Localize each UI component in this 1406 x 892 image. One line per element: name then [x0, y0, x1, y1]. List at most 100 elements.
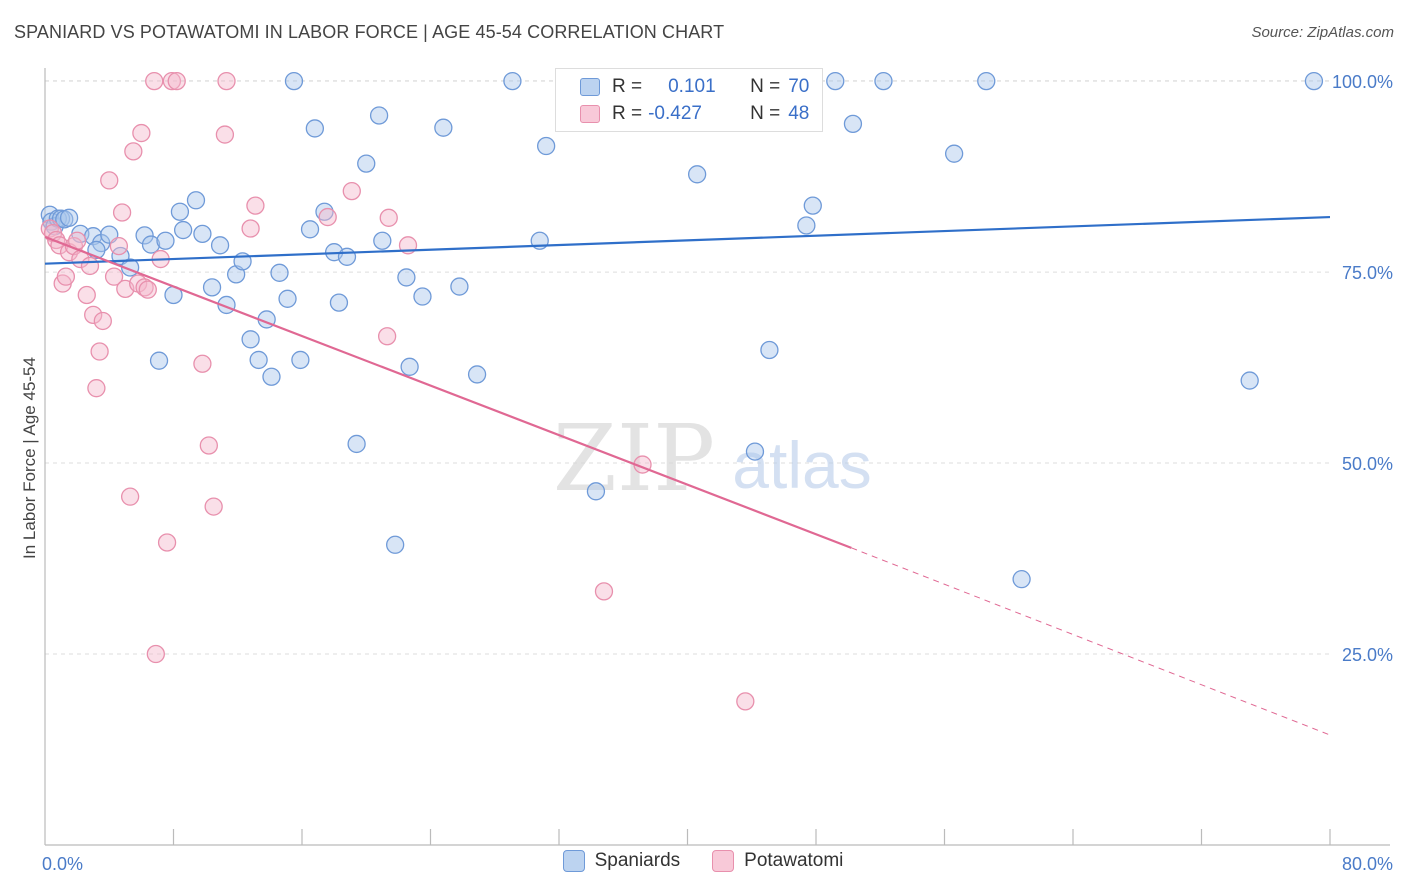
legend-swatch-blue [580, 78, 600, 96]
legend-r-value: 0.101 [668, 76, 716, 97]
data-point [337, 247, 357, 266]
data-point [241, 219, 260, 238]
trendlines [44, 215, 1331, 736]
data-point [132, 123, 151, 143]
data-point [1304, 71, 1324, 91]
data-point [377, 327, 397, 346]
data-point [803, 196, 822, 215]
trendline-spaniards [44, 215, 1331, 265]
data-point [124, 142, 143, 161]
data-point [278, 289, 297, 308]
legend-n-label: N = [750, 76, 781, 97]
data-point [135, 226, 154, 245]
data-point [843, 114, 863, 134]
data-point [59, 208, 79, 227]
data-point [167, 71, 186, 91]
series-spaniards [40, 71, 1324, 589]
data-point [300, 220, 320, 239]
legend-item-spaniards: Spaniards [562, 850, 680, 872]
legend-label-potawatomi: Potawatomi [744, 850, 844, 871]
data-point [146, 644, 165, 664]
data-point [537, 136, 556, 156]
legend-swatch-potawatomi [712, 850, 735, 872]
x-tick-label-max: 80.0% [1342, 854, 1393, 874]
data-point [104, 267, 124, 286]
data-point [760, 340, 779, 360]
grid-lines [45, 80, 1330, 655]
data-point [193, 224, 212, 244]
watermark: ZIP atlas [553, 405, 872, 512]
data-point [594, 582, 614, 601]
data-point [109, 236, 129, 256]
data-point [47, 230, 66, 250]
data-point [100, 171, 119, 190]
legend-r-label: R = [612, 76, 643, 97]
data-point [170, 202, 190, 221]
data-point [149, 351, 169, 370]
data-point [241, 330, 260, 349]
y-tick-label: 75.0% [1342, 263, 1393, 283]
data-point [318, 207, 337, 227]
series-legend: Spaniards Potawatomi [0, 850, 1406, 872]
data-point [826, 71, 845, 91]
watermark-zip: ZIP [553, 405, 715, 512]
legend-row-potawatomi: R = -0.427 N = 48 [580, 101, 809, 127]
data-point [87, 379, 106, 398]
data-point [329, 293, 349, 312]
data-point [450, 277, 469, 296]
data-point [284, 71, 304, 91]
data-point [977, 71, 996, 91]
legend-swatch-spaniards [562, 850, 585, 872]
data-point [467, 365, 487, 384]
y-axis-label: In Labor Force | Age 45-54 [20, 357, 39, 559]
data-point [745, 442, 765, 461]
data-point [413, 287, 432, 306]
data-point [305, 119, 325, 138]
data-point [56, 267, 76, 286]
data-point [386, 535, 405, 554]
data-point [262, 367, 281, 386]
data-point [141, 235, 161, 254]
y-tick-label: 50.0% [1342, 454, 1393, 474]
data-point [156, 231, 175, 250]
legend-swatch-pink [580, 105, 600, 123]
legend-r-label: R = [612, 103, 643, 124]
data-point [379, 208, 398, 227]
legend-row-spaniards: R = 0.101 N = 70 [580, 74, 809, 100]
data-point [687, 165, 707, 184]
data-point [162, 71, 182, 91]
data-point [342, 181, 361, 201]
data-point [797, 216, 816, 235]
source-label: Source: ZipAtlas.com [1251, 24, 1394, 41]
data-point [138, 280, 157, 299]
data-point [210, 236, 230, 255]
data-point [315, 202, 334, 221]
data-point [199, 436, 218, 455]
data-point [291, 350, 310, 370]
data-point [434, 118, 453, 137]
data-point [202, 278, 222, 297]
data-point [204, 497, 223, 516]
data-point [397, 268, 416, 287]
data-point [270, 263, 289, 282]
data-point [112, 203, 132, 222]
watermark-atlas: atlas [732, 428, 871, 502]
data-point [373, 231, 392, 250]
data-point [80, 256, 100, 276]
data-point [215, 125, 235, 144]
data-point [77, 285, 96, 305]
legend-n-value: 48 [788, 103, 810, 124]
trendline-potawatomi [851, 547, 1331, 736]
data-point [400, 357, 419, 376]
data-point [503, 71, 522, 91]
data-point [369, 106, 389, 125]
data-point [874, 71, 893, 91]
data-point [90, 342, 109, 361]
data-point [193, 354, 212, 373]
data-point [1240, 371, 1259, 390]
axes [44, 68, 1390, 846]
data-point [944, 144, 964, 163]
data-point [217, 71, 236, 91]
data-point [173, 220, 193, 240]
